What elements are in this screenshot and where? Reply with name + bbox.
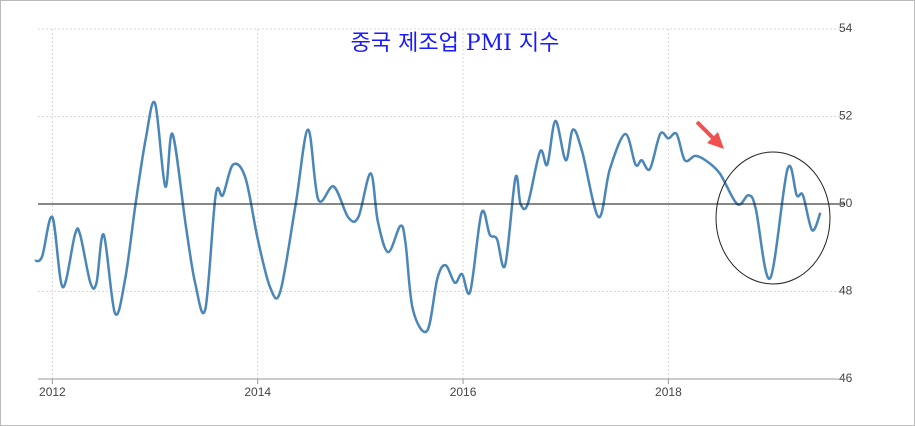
y-tick-label: 46 bbox=[839, 371, 853, 385]
y-tick-label: 50 bbox=[839, 196, 853, 210]
y-tick-label: 54 bbox=[839, 21, 853, 35]
x-tick-label: 2018 bbox=[655, 385, 682, 399]
y-tick-label: 52 bbox=[839, 109, 853, 123]
x-tick-label: 2016 bbox=[450, 385, 477, 399]
highlight-circle bbox=[715, 151, 831, 285]
x-tick-label: 2012 bbox=[39, 385, 66, 399]
y-tick-label: 48 bbox=[839, 284, 853, 298]
chart-title: 중국 제조업 PMI 지수 bbox=[351, 31, 560, 56]
x-tick-label: 2014 bbox=[244, 385, 271, 399]
line-series bbox=[34, 100, 822, 334]
arrow-head bbox=[707, 132, 724, 149]
